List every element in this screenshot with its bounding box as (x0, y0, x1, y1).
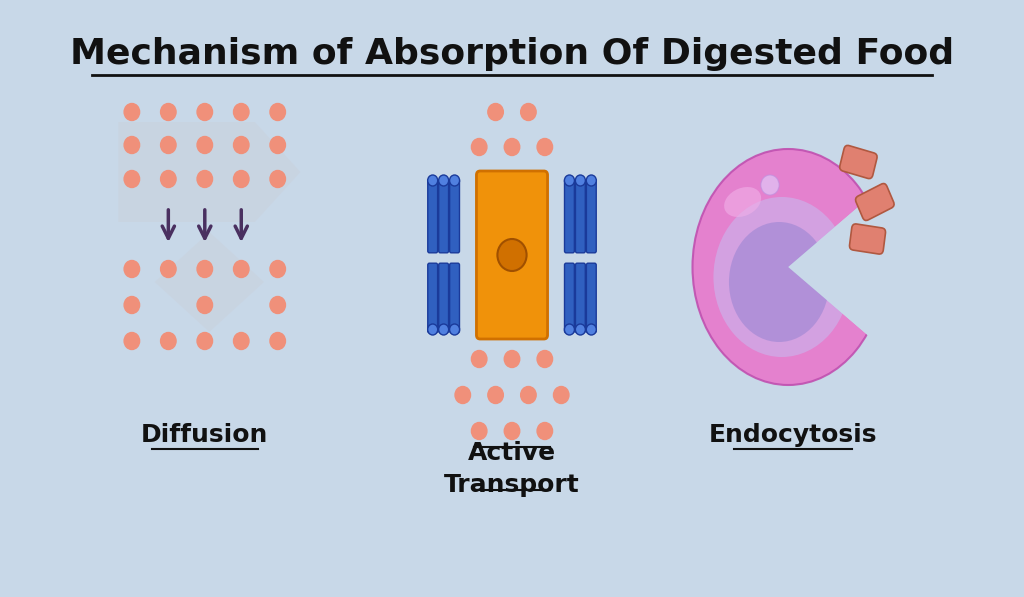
FancyBboxPatch shape (587, 263, 596, 333)
Text: Endocytosis: Endocytosis (709, 423, 877, 447)
Circle shape (471, 350, 487, 368)
Text: Mechanism of Absorption Of Digested Food: Mechanism of Absorption Of Digested Food (70, 37, 954, 71)
Circle shape (233, 260, 249, 278)
Circle shape (124, 260, 139, 278)
Circle shape (124, 297, 139, 313)
FancyBboxPatch shape (428, 263, 437, 333)
Wedge shape (788, 196, 893, 338)
Ellipse shape (692, 149, 884, 385)
Circle shape (197, 137, 213, 153)
FancyBboxPatch shape (476, 171, 548, 339)
FancyBboxPatch shape (840, 146, 878, 179)
Circle shape (270, 171, 286, 187)
Circle shape (438, 324, 449, 335)
Circle shape (504, 139, 520, 155)
Circle shape (587, 175, 596, 186)
FancyBboxPatch shape (438, 179, 449, 253)
Circle shape (537, 139, 553, 155)
FancyBboxPatch shape (850, 224, 886, 254)
Circle shape (564, 324, 574, 335)
FancyBboxPatch shape (428, 179, 437, 253)
FancyBboxPatch shape (564, 263, 574, 333)
Circle shape (471, 423, 487, 439)
Circle shape (554, 386, 569, 404)
Circle shape (428, 175, 437, 186)
Circle shape (161, 137, 176, 153)
FancyBboxPatch shape (450, 179, 460, 253)
Circle shape (575, 324, 586, 335)
Ellipse shape (714, 197, 850, 357)
FancyBboxPatch shape (564, 179, 574, 253)
Ellipse shape (729, 222, 829, 342)
Circle shape (233, 103, 249, 121)
Circle shape (270, 260, 286, 278)
Circle shape (124, 333, 139, 349)
Circle shape (564, 175, 574, 186)
Circle shape (450, 324, 460, 335)
Circle shape (197, 333, 213, 349)
Circle shape (487, 103, 504, 121)
Text: Diffusion: Diffusion (141, 423, 268, 447)
Circle shape (161, 260, 176, 278)
Circle shape (504, 423, 520, 439)
Circle shape (520, 386, 537, 404)
Circle shape (124, 171, 139, 187)
Circle shape (197, 103, 213, 121)
Circle shape (197, 297, 213, 313)
Wedge shape (788, 196, 893, 338)
FancyBboxPatch shape (855, 183, 894, 220)
Circle shape (161, 171, 176, 187)
FancyBboxPatch shape (575, 263, 586, 333)
Circle shape (270, 137, 286, 153)
Circle shape (197, 260, 213, 278)
Polygon shape (155, 232, 264, 332)
Circle shape (504, 350, 520, 368)
Circle shape (428, 324, 437, 335)
Circle shape (537, 423, 553, 439)
Circle shape (498, 239, 526, 271)
Circle shape (124, 103, 139, 121)
Circle shape (233, 333, 249, 349)
Circle shape (233, 171, 249, 187)
Circle shape (161, 333, 176, 349)
FancyBboxPatch shape (450, 263, 460, 333)
Circle shape (455, 386, 470, 404)
Circle shape (487, 386, 504, 404)
Circle shape (233, 137, 249, 153)
Circle shape (471, 139, 487, 155)
Polygon shape (118, 122, 300, 222)
FancyBboxPatch shape (575, 179, 586, 253)
Circle shape (270, 103, 286, 121)
Text: Active
Transport: Active Transport (444, 441, 580, 497)
Circle shape (520, 103, 537, 121)
Ellipse shape (724, 187, 761, 217)
Circle shape (438, 175, 449, 186)
FancyBboxPatch shape (438, 263, 449, 333)
Circle shape (270, 297, 286, 313)
FancyBboxPatch shape (587, 179, 596, 253)
Circle shape (537, 350, 553, 368)
Circle shape (575, 175, 586, 186)
Circle shape (761, 175, 779, 195)
Circle shape (450, 175, 460, 186)
Circle shape (197, 171, 213, 187)
Circle shape (587, 324, 596, 335)
Circle shape (161, 103, 176, 121)
Circle shape (124, 137, 139, 153)
Circle shape (270, 333, 286, 349)
